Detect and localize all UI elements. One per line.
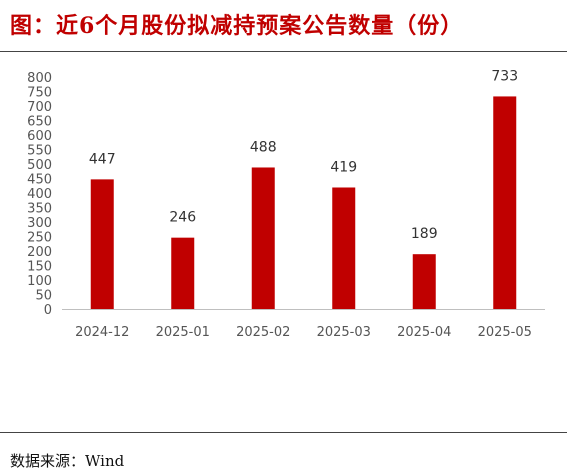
y-tick-label: 400 xyxy=(27,187,52,202)
y-tick-label: 100 xyxy=(27,274,52,289)
bar-chart: 0501001502002503003504004505005506006507… xyxy=(27,68,545,340)
bar-2025-04 xyxy=(412,254,436,309)
y-tick-label: 500 xyxy=(27,158,52,173)
bar-2025-01 xyxy=(171,237,195,309)
bar-2025-02 xyxy=(251,167,275,309)
x-tick-label: 2025-04 xyxy=(397,325,451,340)
y-tick-label: 300 xyxy=(27,216,52,231)
data-label: 246 xyxy=(169,210,196,226)
bars: 447 246 488 419 189 733 xyxy=(89,68,518,310)
data-label: 189 xyxy=(411,226,438,242)
x-axis: 2024-12 2025-01 2025-02 2025-03 2025-04 2025-… xyxy=(62,309,545,340)
y-tick-label: 0 xyxy=(44,303,52,318)
x-tick-label: 2025-01 xyxy=(156,325,210,340)
chart-title: 图：近6个月股份拟减持预案公告数量（份） xyxy=(10,13,464,39)
bar-2025-03 xyxy=(332,187,356,309)
top-divider xyxy=(0,51,567,52)
y-tick-label: 250 xyxy=(27,231,52,246)
y-axis: 0501001502002503003504004505005506006507… xyxy=(27,71,52,318)
y-tick-label: 450 xyxy=(27,173,52,188)
y-tick-label: 550 xyxy=(27,144,52,159)
y-tick-label: 200 xyxy=(27,245,52,260)
source-note: 数据来源：Wind xyxy=(10,452,125,470)
y-tick-label: 600 xyxy=(27,129,52,144)
y-tick-label: 150 xyxy=(27,260,52,275)
y-tick-label: 700 xyxy=(27,100,52,115)
x-tick-label: 2025-03 xyxy=(317,325,371,340)
x-tick-label: 2025-02 xyxy=(236,325,290,340)
data-label: 419 xyxy=(330,159,357,175)
x-tick-label: 2025-05 xyxy=(478,325,532,340)
bar-2025-05 xyxy=(493,96,517,310)
y-tick-label: 750 xyxy=(27,86,52,101)
y-tick-label: 350 xyxy=(27,202,52,217)
data-label: 733 xyxy=(491,68,518,84)
bar-2024-12 xyxy=(90,179,114,309)
x-tick-label: 2024-12 xyxy=(75,325,129,340)
data-label: 447 xyxy=(89,151,116,167)
y-tick-label: 800 xyxy=(27,71,52,86)
bottom-divider xyxy=(0,432,567,433)
data-label: 488 xyxy=(250,139,277,155)
y-tick-label: 650 xyxy=(27,115,52,130)
y-tick-label: 50 xyxy=(35,289,52,304)
